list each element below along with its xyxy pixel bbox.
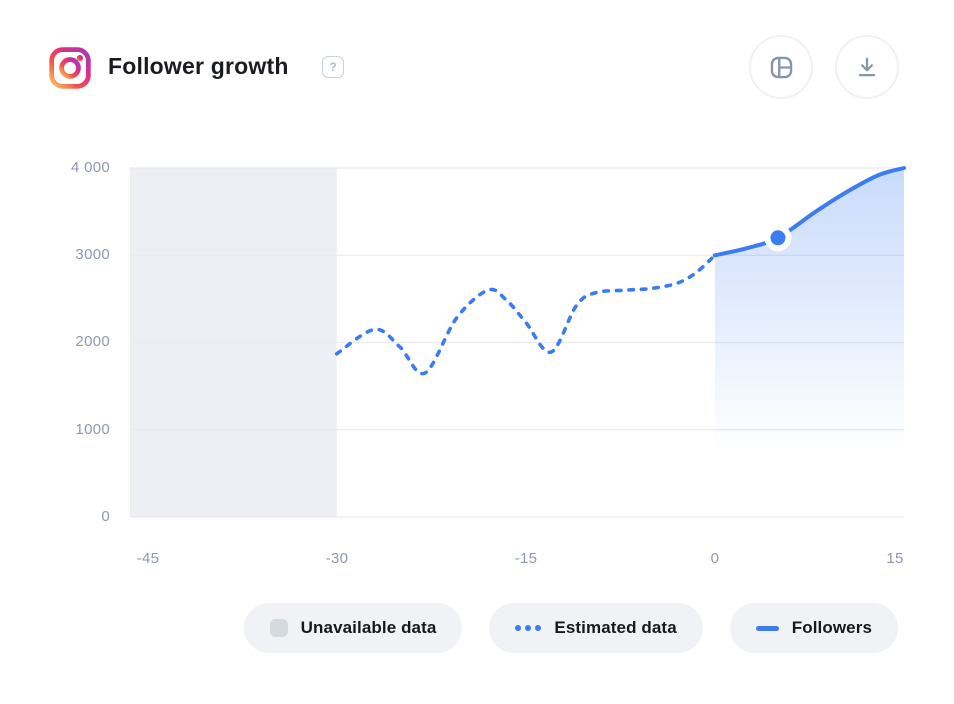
- widget-layout-button[interactable]: [749, 35, 813, 99]
- x-tick-0: 0: [710, 550, 720, 567]
- x-tick-neg45: -45: [136, 550, 160, 567]
- card-header: Follower growth ?: [0, 0, 954, 110]
- y-tick-2000: 2000: [75, 333, 110, 350]
- legend-label: Estimated data: [554, 618, 677, 637]
- help-label: ?: [329, 60, 337, 74]
- unavailable-data-swatch-icon: [269, 619, 288, 637]
- estimated-data-line: [334, 253, 717, 376]
- download-button[interactable]: [835, 35, 899, 99]
- legend-item-followers[interactable]: Followers: [729, 603, 898, 653]
- legend-label: Followers: [791, 618, 872, 637]
- y-tick-4000: 4 000: [70, 159, 110, 176]
- followers-line: [712, 166, 906, 258]
- download-icon: [858, 57, 876, 77]
- dotted-line-swatch-icon: [515, 625, 542, 631]
- x-tick-15: 15: [886, 550, 904, 567]
- x-tick-neg30: -30: [325, 550, 349, 567]
- y-tick-3000: 3000: [75, 246, 110, 263]
- legend-item-estimated-data[interactable]: Estimated data: [489, 603, 703, 653]
- legend-label: Unavailable data: [300, 618, 437, 637]
- legend-item-unavailable-data[interactable]: Unavailable data: [243, 603, 463, 653]
- followers-area: [714, 168, 904, 452]
- instagram-icon: [49, 47, 91, 89]
- followers-marker[interactable]: [770, 230, 786, 246]
- chart-legend: Unavailable data Estimated data Follower…: [120, 603, 898, 653]
- y-tick-0: 0: [101, 508, 110, 525]
- x-tick-neg15: -15: [514, 550, 538, 567]
- help-icon[interactable]: ?: [322, 56, 344, 78]
- y-tick-1000: 1000: [75, 421, 110, 438]
- page-title: Follower growth: [108, 53, 289, 79]
- layout-widget-icon: [770, 56, 792, 78]
- solid-line-swatch-icon: [755, 625, 779, 631]
